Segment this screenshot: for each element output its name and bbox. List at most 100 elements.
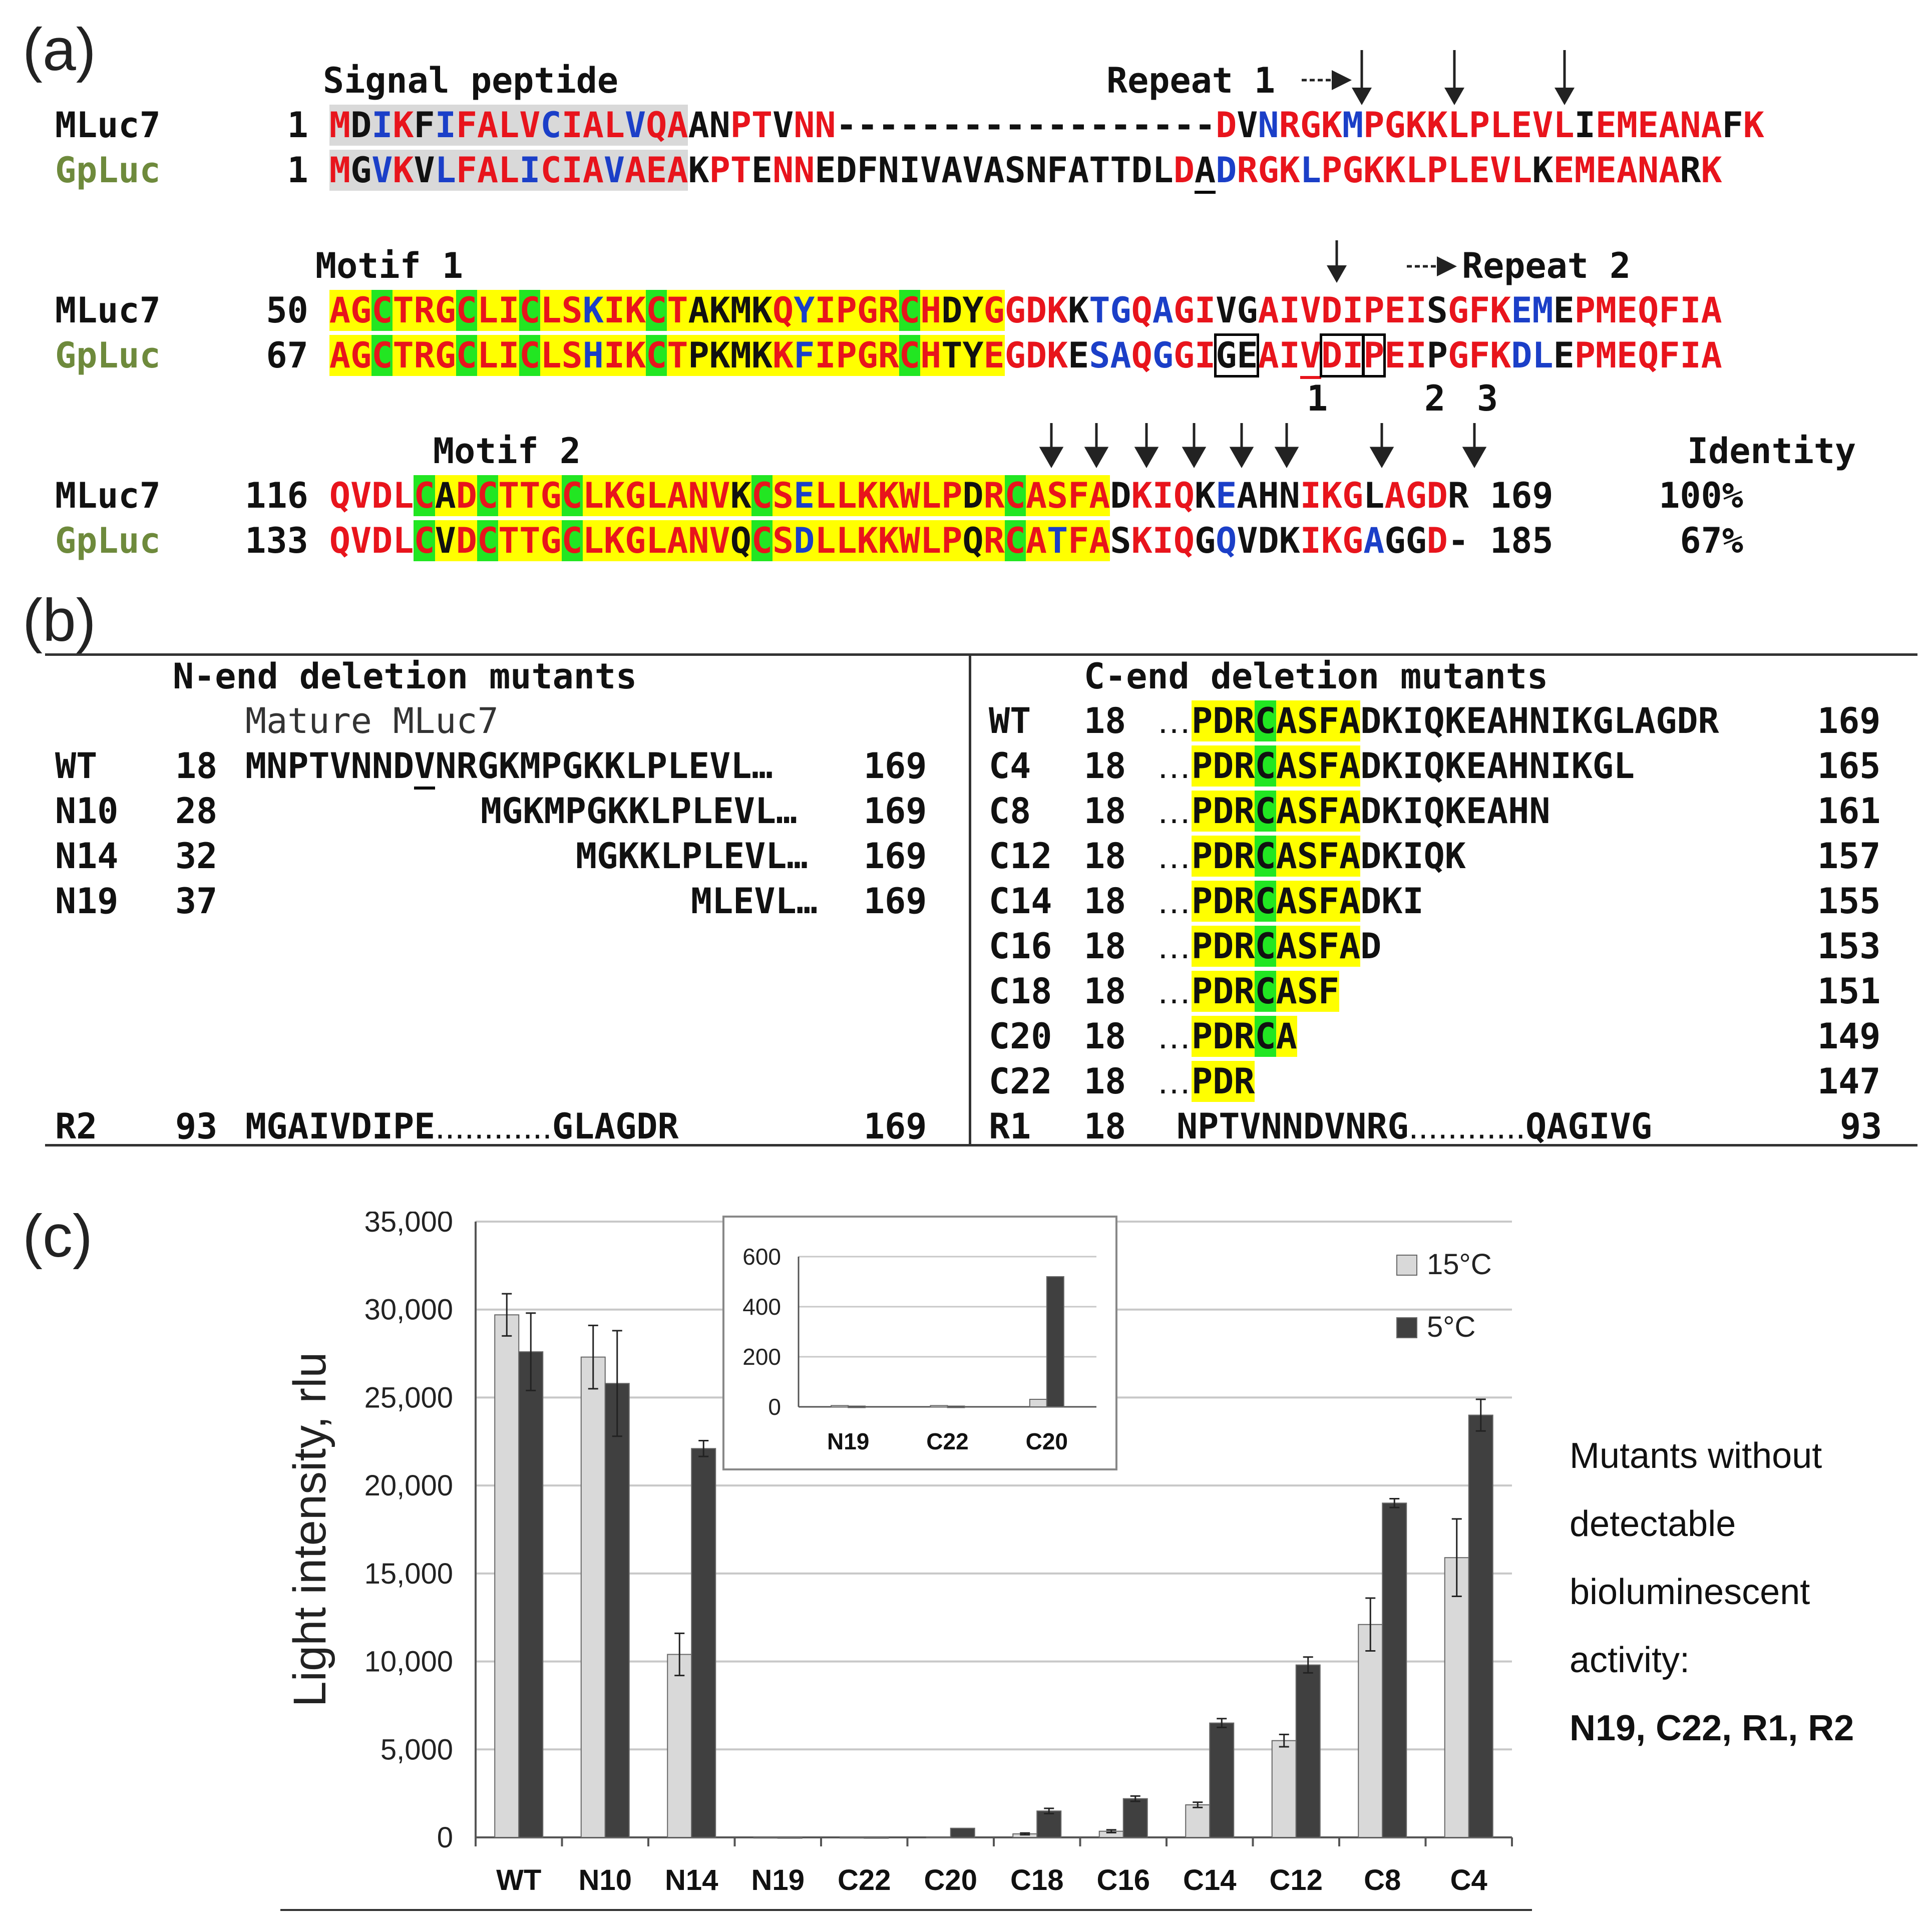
y-tick-label: 20,000 [364, 1469, 453, 1502]
x-tick-label: C12 [1270, 1864, 1323, 1896]
bar-5c [1036, 1810, 1062, 1838]
block2-arrows [1327, 240, 1457, 283]
legend-swatch [1396, 1317, 1417, 1338]
seq-part: GLAGDR [552, 1106, 679, 1147]
x-tick-label: C8 [1364, 1864, 1401, 1896]
table-row: C4 [989, 745, 1031, 787]
bar-15c [753, 1836, 779, 1839]
table-row-seq: …PDR [1156, 1061, 1255, 1102]
seq-name: GpLuc [55, 150, 161, 191]
bar-15c [494, 1314, 520, 1838]
panel-a-label: (a) [23, 16, 96, 83]
x-tick-label: WT [496, 1864, 541, 1896]
x-tick-label: N10 [579, 1864, 632, 1896]
table-row: WT [989, 700, 1031, 741]
table-row-end: 151 [1817, 971, 1881, 1012]
table-row-start: 18 [175, 745, 218, 787]
motif1-label: Motif 1 [315, 245, 464, 286]
bar-15c [667, 1654, 692, 1838]
table-row-start: 18 [1084, 791, 1126, 832]
note-line: detectable [1570, 1504, 1736, 1544]
block3-arrows [1039, 423, 1487, 469]
seq-start: 1 [287, 105, 308, 146]
bar-5c [1295, 1664, 1321, 1838]
bar-5c [1468, 1414, 1493, 1838]
seq-tail: DKI [1360, 881, 1424, 922]
table-row-end: 161 [1817, 791, 1881, 832]
inset-y-tick-label: 400 [742, 1294, 781, 1320]
block1-arrows [1302, 50, 1575, 105]
seq-start: 133 [245, 520, 308, 561]
inset-y-tick-label: 0 [768, 1394, 781, 1420]
seq-name: MLuc7 [55, 290, 161, 331]
table-row-seq: MLEVL… [691, 881, 818, 922]
table-row-end: 169 [1817, 700, 1881, 741]
y-tick-label: 10,000 [364, 1646, 453, 1678]
seq-part: QAGIVG [1525, 1106, 1652, 1147]
table-row-start: 18 [1084, 881, 1126, 922]
seq-start: 67 [266, 335, 308, 376]
inset-x-tick-label: C20 [1026, 1428, 1068, 1454]
seq-end: 185 [1490, 520, 1554, 561]
seq-part: MGAIVDIPE [245, 1106, 436, 1147]
note-bold: N19, C22, R1, R2 [1570, 1708, 1854, 1748]
y-tick-label: 0 [437, 1821, 453, 1854]
mluc7-row-1: MLuc7 1 MDIKFIFALVCIALVQAANPTVNN--------… [55, 105, 1764, 146]
bar-5c [604, 1383, 630, 1838]
table-row-start: 18 [1084, 700, 1126, 741]
note-line: bioluminescent [1570, 1572, 1810, 1612]
motif2-label: Motif 2 [433, 431, 581, 472]
table-row-end: 169 [864, 1106, 927, 1147]
table-row: C8 [989, 791, 1031, 832]
main-chart: 0 5,000 10,000 15,000 20,000 25,000 30,000 35,0… [280, 1212, 1532, 1911]
seq-start: 50 [266, 290, 308, 331]
table-row-seq: MGKKLPLEVL… [576, 836, 808, 877]
table-row: C12 [989, 836, 1052, 877]
table-bottom-rule [45, 1144, 1917, 1146]
bar-15c [1185, 1804, 1211, 1838]
table-row-end: 157 [1817, 836, 1881, 877]
bar-5c [1382, 1502, 1407, 1838]
y-axis-label: Light intensity, rlu [284, 1352, 335, 1707]
table-row-seq: …PDRCASF [1156, 971, 1340, 1012]
table-row-start: 18 [1084, 836, 1126, 877]
seq-name: GpLuc [55, 520, 161, 561]
table-row-start: 18 [1084, 926, 1126, 967]
table-row-end: 149 [1817, 1016, 1881, 1057]
seq-tail: DKIQKEAHN [1360, 791, 1551, 832]
y-tick-label: 30,000 [364, 1294, 453, 1326]
seq-tail: DKIQK [1360, 836, 1466, 877]
note-line: Mutants without [1570, 1436, 1822, 1476]
table-row-seq: NPTVNNDVNRG............QAGIVG [1177, 1106, 1652, 1147]
x-tick-label: C16 [1097, 1864, 1150, 1896]
x-tick-label: C4 [1450, 1864, 1487, 1896]
inset-bar-5c [848, 1405, 866, 1408]
identity-value: 67% [1680, 520, 1743, 561]
repeat1-label: Repeat 1 [1106, 60, 1276, 101]
seq-end: 169 [1490, 475, 1554, 516]
panel-c-label: (c) [23, 1203, 93, 1270]
bar-15c [580, 1356, 606, 1838]
y-tick-label: 25,000 [364, 1381, 453, 1414]
table-row-seq: …PDRCASFADKIQKEAHN [1156, 791, 1551, 832]
table-row-end: 169 [864, 745, 927, 787]
y-tick-label: 5,000 [380, 1733, 453, 1766]
table-row: C22 [989, 1061, 1052, 1102]
identity-value: 100% [1659, 475, 1743, 516]
table-row: C14 [989, 881, 1052, 922]
seq-tail: DKIQKEAHNIKGL [1360, 745, 1635, 787]
gpluc-row-3: GpLuc 133 QVDLCVDCTTGCLKGLANVQCSDLLKKWLP… [55, 520, 1743, 561]
seq-name: MLuc7 [55, 105, 161, 146]
inset-y-tick-label: 200 [742, 1344, 781, 1370]
site-number-3: 3 [1477, 378, 1498, 419]
table-row-start: 18 [1084, 1106, 1126, 1147]
bar-15c [1358, 1624, 1383, 1838]
legend-swatch [1396, 1255, 1417, 1276]
row-name: WT [55, 745, 98, 787]
table-row-seq: MGKMPGKKLPLEVL… [481, 791, 798, 832]
table-row-end: 165 [1817, 745, 1881, 787]
gpluc-row-1: GpLuc 1 MGVKVLFALICIAVAEAKPTENNEDFNIVAVA… [55, 150, 1722, 194]
seq-part: NPTVNNDVNRG [1177, 1106, 1409, 1147]
table-row: R2 [55, 1106, 98, 1147]
table-row: R1 [989, 1106, 1031, 1147]
